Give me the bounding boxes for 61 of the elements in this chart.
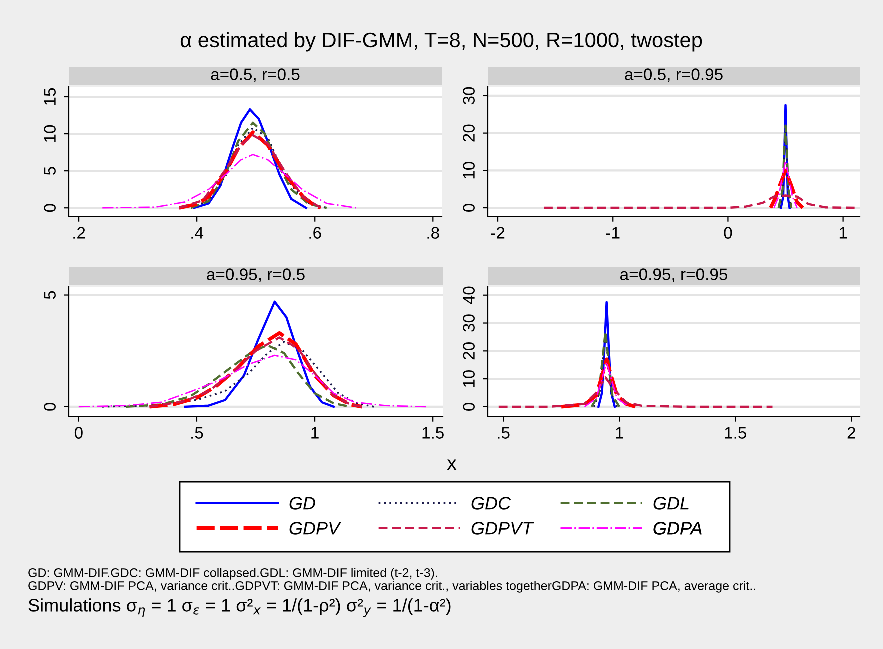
y-tick-label: 5	[44, 167, 56, 176]
line-series	[584, 362, 630, 408]
chart-title: α estimated by DIF-GMM, T=8, N=500, R=1000, twostep	[180, 32, 702, 52]
x-axis-title: x	[447, 460, 457, 470]
line-series	[542, 194, 856, 210]
line-series	[184, 300, 336, 408]
line-series	[102, 154, 358, 209]
line-series	[774, 160, 798, 209]
y-tick-label: 0	[44, 204, 56, 212]
chart-subtitle: a=0.5, r=0.95	[625, 68, 723, 82]
legend-label: GDPVT	[472, 522, 534, 535]
legend-label: GDC	[472, 497, 512, 510]
line-series	[598, 301, 616, 408]
line-series	[498, 376, 774, 408]
x-tick-label: .8	[428, 227, 440, 239]
y-tick-label: 30	[463, 87, 475, 105]
legend-label: GDPA	[654, 522, 702, 535]
line-series	[193, 108, 308, 210]
text: GDPV: GMM-DIF PCA, variance crit..GDPVT: GMM-DIF PCA, variance crit., variables togetherGDPA: GMM-DIF PCA, average crit..	[28, 581, 756, 593]
chart-subtitle: a=0.5, r=0.5	[211, 68, 300, 82]
text: GD: GMM-DIF.GDC: GMM-DIF collapsed.GDL: GMM-DIF limited (t-2, t-3).	[28, 568, 438, 580]
y-tick-label: 0	[463, 402, 475, 411]
x-tick-label: -1	[606, 227, 620, 239]
x-tick-label: 2	[848, 427, 856, 439]
line-series	[780, 104, 791, 210]
y-tick-label: 10	[463, 370, 475, 388]
x-tick-label: .4	[192, 227, 204, 239]
line-series	[779, 128, 792, 209]
x-tick-label: 0	[724, 227, 732, 239]
legend-label: GDPV	[290, 522, 342, 535]
line-series	[78, 354, 427, 408]
y-tick-label: 0	[463, 204, 475, 212]
x-tick-label: 1	[616, 427, 624, 439]
x-tick-label: .6	[310, 227, 322, 239]
y-tick-label: 20	[463, 124, 475, 142]
line-series	[560, 358, 638, 409]
x-tick-label: 1.5	[725, 427, 746, 439]
y-tick-label: 0	[44, 402, 56, 411]
x-tick-label: 1.5	[422, 427, 444, 439]
y-tick-label: 30	[463, 314, 475, 332]
chart-subtitle: a=0.95, r=0.95	[620, 268, 728, 282]
x-tick-label: .5	[498, 427, 510, 439]
y-tick-label: 15	[44, 88, 56, 105]
x-tick-label: .5	[192, 427, 204, 439]
x-tick-label: .2	[74, 227, 86, 239]
x-tick-label: 1	[840, 227, 848, 239]
line-series	[778, 124, 793, 210]
line-series	[768, 168, 805, 210]
y-tick-label: 10	[463, 162, 475, 179]
text: Simulations σ$_{η}$ = 1 σ$_{ε}$ = 1 σ²$_{x}$ = 1/(1-ρ²) σ²$_{y}$ = 1/(1-α²)	[28, 598, 451, 618]
x-tick-label: 0	[74, 427, 83, 439]
legend-label: GDL	[654, 497, 689, 510]
y-tick-label: 40	[463, 286, 475, 304]
x-tick-label: 1	[312, 427, 319, 439]
line-series	[102, 341, 375, 408]
y-tick-label: 5	[44, 291, 56, 300]
x-tick-label: -2	[491, 227, 505, 239]
legend-label: GD	[290, 497, 316, 510]
chart-subtitle: a=0.95, r=0.5	[207, 268, 305, 282]
y-tick-label: 20	[463, 342, 475, 360]
y-tick-label: 10	[44, 125, 56, 142]
